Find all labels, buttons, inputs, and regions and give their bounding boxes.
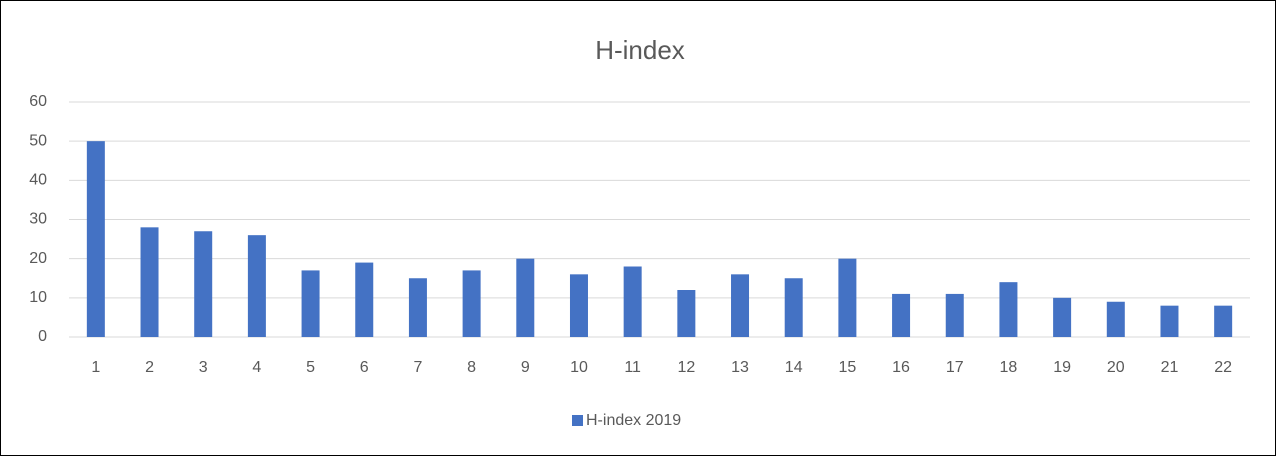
bar (408, 278, 427, 337)
bar (731, 274, 750, 337)
y-tick-label: 60 (29, 93, 47, 110)
x-tick-label: 2 (145, 359, 154, 376)
x-tick-label: 22 (1214, 359, 1232, 376)
legend-swatch (572, 415, 583, 426)
x-tick-label: 7 (413, 359, 422, 376)
x-tick-label: 9 (521, 359, 530, 376)
x-tick-label: 1 (91, 359, 100, 376)
bar (1053, 297, 1072, 337)
bar (516, 258, 535, 337)
x-tick-label: 20 (1107, 359, 1125, 376)
bar (892, 293, 911, 337)
x-tick-label: 3 (199, 359, 208, 376)
x-tick-label: 11 (624, 359, 641, 376)
x-tick-label: 8 (467, 359, 476, 376)
bar (86, 141, 105, 337)
y-tick-label: 30 (29, 211, 47, 228)
x-tick-label: 21 (1161, 359, 1179, 376)
bar (999, 282, 1018, 337)
y-tick-label: 50 (29, 132, 47, 149)
y-tick-label: 0 (38, 328, 47, 345)
x-tick-label: 18 (1000, 359, 1018, 376)
chart-title: H-index (595, 35, 685, 65)
x-tick-label: 16 (892, 359, 910, 376)
bar (569, 274, 588, 337)
bar (301, 270, 320, 337)
bar (140, 227, 159, 337)
bar (945, 293, 964, 337)
x-tick-label: 12 (677, 359, 695, 376)
x-tick-label: 19 (1053, 359, 1071, 376)
bar (623, 266, 642, 337)
bar (247, 235, 266, 337)
x-tick-label: 6 (360, 359, 369, 376)
x-tick-label: 10 (570, 359, 588, 376)
x-tick-label: 15 (838, 359, 856, 376)
bar (1214, 305, 1233, 337)
bar (355, 262, 374, 337)
x-tick-label: 13 (731, 359, 749, 376)
bar (1106, 301, 1125, 337)
legend-label: H-index 2019 (586, 412, 681, 429)
x-tick-label: 17 (946, 359, 964, 376)
bar (462, 270, 481, 337)
bar (677, 290, 696, 337)
x-tick-label: 4 (252, 359, 261, 376)
bar (194, 231, 213, 337)
y-tick-label: 20 (29, 250, 47, 267)
x-tick-label: 5 (306, 359, 315, 376)
bar (838, 258, 857, 337)
bar (784, 278, 803, 337)
bar (1160, 305, 1179, 337)
y-tick-label: 10 (29, 289, 47, 306)
y-tick-label: 40 (29, 172, 47, 189)
x-tick-label: 14 (785, 359, 803, 376)
